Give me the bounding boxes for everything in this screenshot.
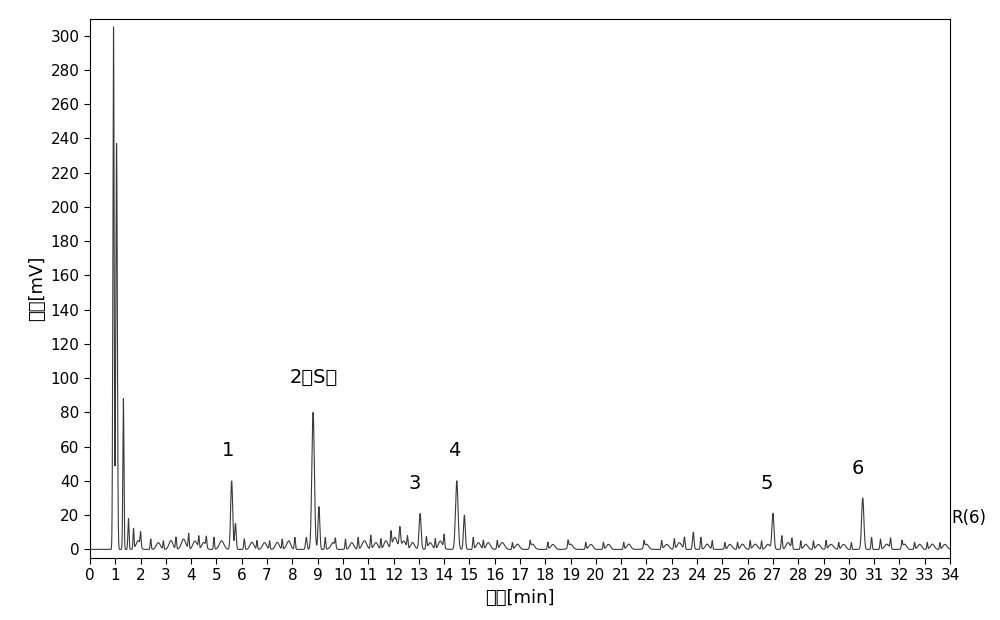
Text: 6: 6 [851,459,864,477]
Y-axis label: 信号[mV]: 信号[mV] [28,255,46,321]
Text: 5: 5 [760,474,773,493]
Text: 3: 3 [409,474,421,493]
X-axis label: 时间[min]: 时间[min] [485,589,555,607]
Text: 4: 4 [448,441,460,461]
Text: 2（S）: 2（S） [290,368,338,387]
Text: 1: 1 [222,441,234,461]
Text: R(6): R(6) [952,508,987,526]
